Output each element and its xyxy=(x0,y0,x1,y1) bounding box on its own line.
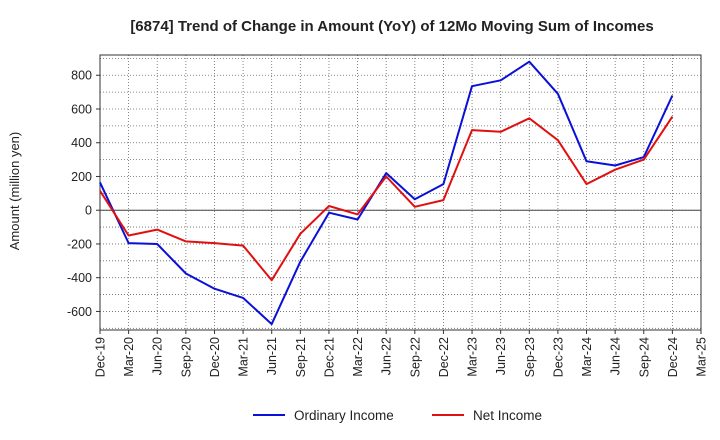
x-tick-label: Mar-21 xyxy=(237,337,251,377)
y-tick-label: 400 xyxy=(71,136,92,150)
x-tick-label: Dec-20 xyxy=(208,337,222,377)
x-tick-label: Dec-21 xyxy=(322,337,336,377)
y-tick-label: -200 xyxy=(67,237,92,251)
x-tick-label: Sep-21 xyxy=(294,337,308,377)
x-tick-label: Jun-23 xyxy=(494,337,508,375)
y-tick-label: 0 xyxy=(85,204,92,218)
x-tick-label: Mar-24 xyxy=(580,337,594,377)
y-tick-label: 800 xyxy=(71,69,92,83)
x-tick-label: Sep-20 xyxy=(179,337,193,377)
y-axis-label: Amount (million yen) xyxy=(7,132,22,251)
x-tick-label: Dec-23 xyxy=(551,337,565,377)
legend-label-net-income: Net Income xyxy=(473,408,542,423)
series-line-net-income xyxy=(99,116,674,282)
x-tick-label: Sep-23 xyxy=(523,337,537,377)
x-tick-label: Sep-22 xyxy=(408,337,422,377)
chart-title: [6874] Trend of Change in Amount (YoY) o… xyxy=(130,18,653,35)
x-tick-label: Jun-24 xyxy=(609,337,623,375)
x-tick-label: Dec-22 xyxy=(437,337,451,377)
x-tick-label: Sep-24 xyxy=(637,337,651,377)
y-tick-label: -600 xyxy=(67,305,92,319)
y-tick-label: -400 xyxy=(67,271,92,285)
x-tick-label: Jun-21 xyxy=(265,337,279,375)
x-tick-label: Mar-25 xyxy=(695,337,709,377)
x-tick-label: Mar-22 xyxy=(351,337,365,377)
x-tick-label: Jun-20 xyxy=(151,337,165,375)
x-tick-label: Jun-22 xyxy=(380,337,394,375)
series-line-ordinary-income xyxy=(99,60,674,326)
y-tick-label: 200 xyxy=(71,170,92,184)
x-tick-label: Dec-19 xyxy=(94,337,108,377)
x-tick-label: Mar-23 xyxy=(466,337,480,377)
legend: Ordinary Income Net Income xyxy=(253,408,542,423)
legend-label-ordinary-income: Ordinary Income xyxy=(294,408,394,423)
x-tick-label: Dec-24 xyxy=(666,337,680,377)
x-tick-label: Mar-20 xyxy=(122,337,136,377)
y-tick-label: 600 xyxy=(71,102,92,116)
plot-area: -600 -400 -200 0 200 400 600 800 Dec-19 Mar-20 Jun… xyxy=(67,54,709,377)
